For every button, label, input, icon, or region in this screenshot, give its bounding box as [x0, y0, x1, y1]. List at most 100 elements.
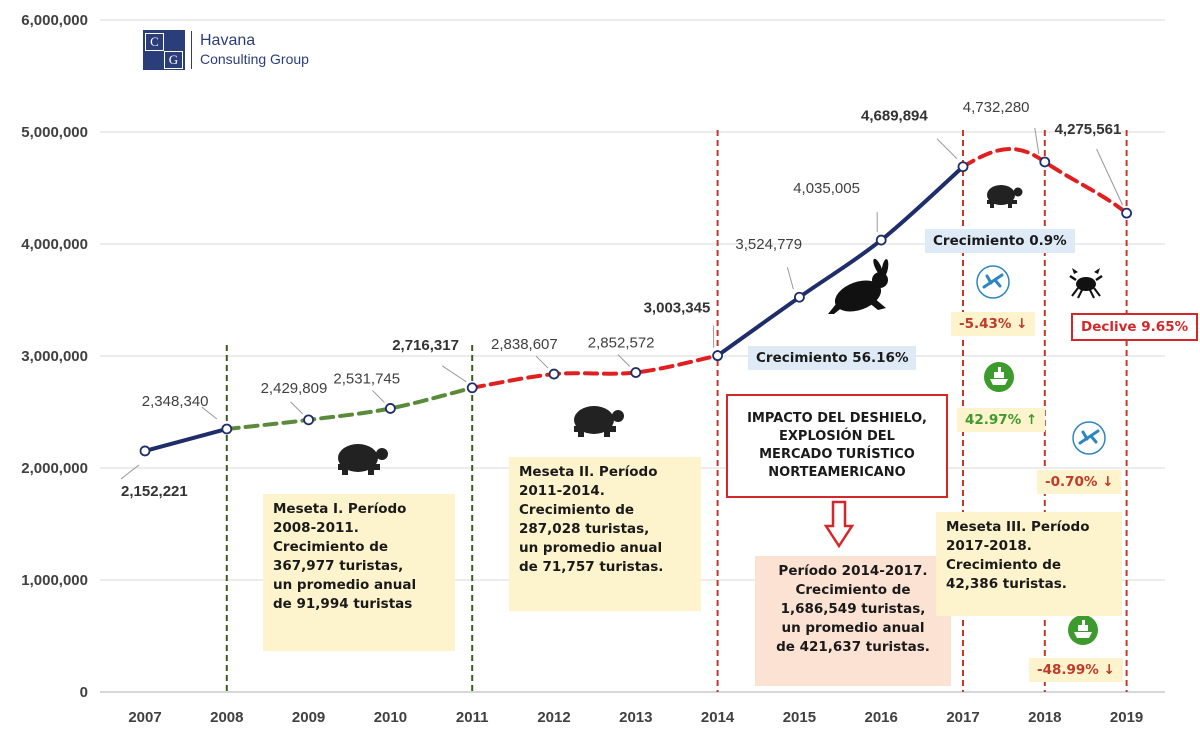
- impact-line: EXPLOSIÓN DEL: [779, 429, 895, 444]
- x-tick-label: 2008: [210, 709, 243, 726]
- data-point: [303, 414, 315, 426]
- periodo-line: Crecimiento de: [795, 582, 911, 598]
- x-tick-label: 2007: [128, 709, 161, 726]
- impact-line: IMPACTO DEL DESHIELO,: [747, 411, 927, 426]
- meseta2-line: de 71,757 turistas.: [519, 559, 664, 575]
- series-line-segment: [224, 385, 475, 431]
- leader-line: [372, 390, 385, 403]
- meseta3-line: 42,386 turistas.: [946, 576, 1067, 592]
- x-tick-label: 2011: [456, 709, 489, 726]
- label-leader-lines: [120, 127, 1124, 480]
- y-tick-label: 4,000,000: [21, 236, 88, 253]
- series-lines: [143, 146, 1129, 453]
- leader-line: [617, 354, 631, 367]
- meseta2-line: Meseta II. Período: [519, 464, 658, 480]
- data-point: [875, 234, 887, 246]
- x-tick-label: 2015: [783, 709, 816, 726]
- y-tick-label: 0: [80, 684, 88, 701]
- leader-line: [936, 138, 958, 160]
- x-tick-label: 2014: [701, 709, 735, 726]
- meseta3-line: Crecimiento de: [946, 557, 1062, 573]
- leader-line: [120, 464, 140, 480]
- x-tick-label: 2017: [946, 709, 979, 726]
- value-label: 2,152,221: [121, 483, 188, 500]
- value-label: 2,429,809: [261, 380, 328, 397]
- growth-56-badge: Crecimiento 56.16%: [748, 346, 917, 370]
- periodo-line: de 421,637 turistas.: [776, 639, 930, 655]
- value-label: 2,716,317: [392, 337, 459, 354]
- periodo-2014-2017-note: Período 2014-2017. Crecimiento de 1,686,…: [755, 556, 951, 686]
- y-tick-label: 6,000,000: [21, 12, 88, 29]
- data-point: [957, 161, 969, 173]
- series-line-segment: [470, 353, 720, 390]
- leader-line: [290, 401, 303, 415]
- logo-letter-g: G: [164, 51, 183, 69]
- meseta1-line: Meseta I. Período: [273, 501, 407, 517]
- value-label: 2,852,572: [588, 335, 655, 352]
- logo-mark: C G: [143, 30, 185, 70]
- value-label: 3,003,345: [644, 300, 711, 317]
- cruise-ship-icon: [984, 362, 1014, 392]
- x-axis-ticks: 2007 2008 2009 2010 2011 2012 2013 2014 2015 2016…: [128, 709, 1143, 726]
- turtle-icon: [987, 185, 1023, 208]
- y-tick-label: 5,000,000: [21, 124, 88, 141]
- leader-line: [441, 365, 467, 383]
- meseta2-line: un promedio anual: [519, 540, 663, 556]
- value-label: 2,531,745: [333, 370, 400, 387]
- series-line-segment: [715, 164, 965, 358]
- air-2019-badge: -0.70% ↓: [1037, 470, 1122, 494]
- cruise-ship-icon: [1068, 615, 1098, 645]
- y-tick-label: 3,000,000: [21, 348, 88, 365]
- y-axis-ticks: 0 1,000,000 2,000,000 3,000,000 4,000,000 5,0…: [21, 12, 88, 701]
- x-tick-label: 2009: [292, 709, 325, 726]
- meseta2-line: 2011-2014.: [519, 483, 605, 499]
- impact-box: IMPACTO DEL DESHIELO, EXPLOSIÓN DEL MERC…: [726, 394, 948, 498]
- leader-line: [786, 267, 794, 290]
- crab-icon: [1069, 268, 1103, 299]
- airplane-icon: [976, 265, 1010, 299]
- impact-line: MERCADO TURÍSTICO: [759, 447, 915, 462]
- leader-line: [1096, 148, 1124, 206]
- rabbit-icon: [828, 258, 889, 314]
- airplane-icon: [1072, 421, 1106, 455]
- periodo-line: Período 2014-2017.: [778, 563, 928, 579]
- periodo-line: 1,686,549 turistas,: [780, 601, 926, 617]
- value-label: 2,838,607: [491, 336, 558, 353]
- data-point: [548, 368, 560, 380]
- cruise-2018-badge: 42.97% ↑: [957, 408, 1046, 432]
- meseta3-note: Meseta III. Período 2017-2018. Crecimien…: [936, 512, 1122, 616]
- leader-line: [201, 406, 218, 420]
- x-tick-label: 2013: [619, 709, 652, 726]
- logo-line2: Consulting Group: [200, 51, 309, 67]
- logo-divider: [191, 31, 192, 69]
- periodo-line: un promedio anual: [781, 620, 925, 636]
- x-tick-label: 2012: [537, 709, 570, 726]
- turtle-icon: [338, 444, 388, 475]
- meseta3-line: 2017-2018.: [946, 538, 1032, 554]
- x-tick-label: 2018: [1028, 709, 1061, 726]
- meseta1-line: de 91,994 turistas: [273, 596, 413, 612]
- meseta3-line: Meseta III. Período: [946, 519, 1090, 535]
- data-point: [630, 367, 642, 378]
- impact-line: NORTEAMERICANO: [768, 465, 906, 480]
- series-line-segment: [143, 426, 229, 453]
- turtle-icon: [574, 406, 624, 437]
- x-tick-label: 2010: [374, 709, 407, 726]
- data-point: [139, 445, 151, 457]
- x-tick-label: 2019: [1110, 709, 1143, 726]
- air-2018-badge: -5.43% ↓: [951, 312, 1036, 336]
- logo-text: Havana Consulting Group: [200, 32, 309, 68]
- data-point: [466, 382, 478, 394]
- down-arrow-icon: [823, 500, 855, 549]
- y-tick-label: 2,000,000: [21, 460, 88, 477]
- meseta1-line: Crecimiento de: [273, 539, 389, 555]
- y-tick-label: 1,000,000: [21, 572, 88, 589]
- value-label: 4,732,280: [963, 99, 1030, 116]
- value-label: 3,524,779: [735, 236, 802, 253]
- data-point: [1121, 207, 1132, 219]
- cruise-2019-badge: -48.99% ↓: [1029, 658, 1123, 682]
- meseta2-note: Meseta II. Período 2011-2014. Crecimient…: [509, 457, 701, 611]
- value-label: 4,275,561: [1055, 121, 1122, 138]
- data-points: [139, 156, 1132, 457]
